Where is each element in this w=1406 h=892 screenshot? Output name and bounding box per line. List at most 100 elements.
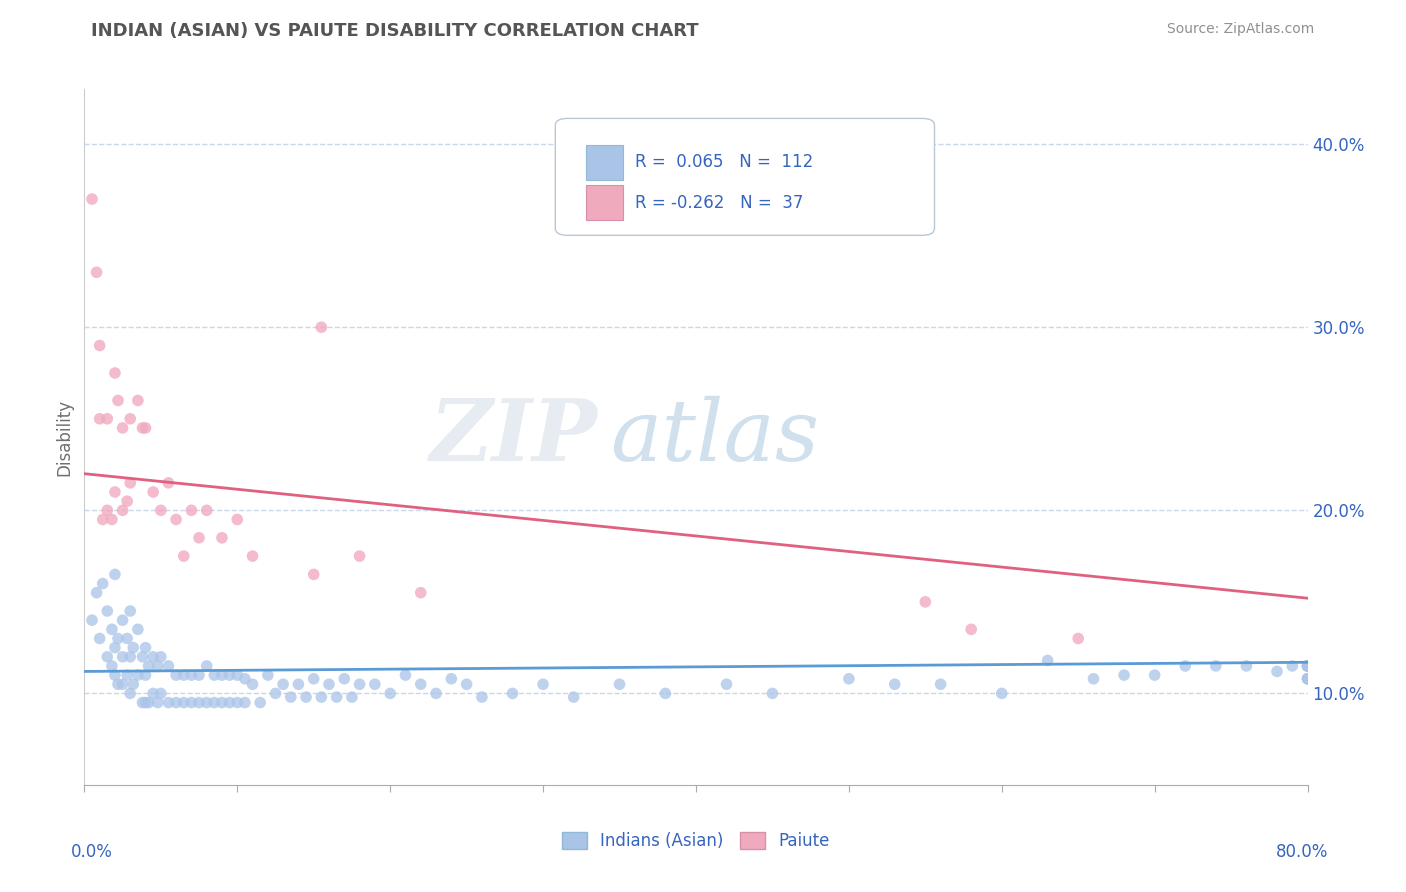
Point — [135, 668, 157, 682]
Point — [1083, 672, 1105, 686]
Point — [165, 668, 187, 682]
Point — [135, 696, 157, 710]
Point — [233, 672, 256, 686]
Point — [138, 696, 160, 710]
Point — [242, 549, 264, 563]
Point — [115, 632, 138, 646]
Point — [107, 393, 129, 408]
Point — [173, 668, 195, 682]
Point — [1036, 653, 1059, 667]
Point — [1296, 672, 1319, 686]
Point — [111, 421, 134, 435]
Point — [562, 690, 585, 704]
Point — [111, 503, 134, 517]
Legend: Indians (Asian), Paiute: Indians (Asian), Paiute — [555, 825, 837, 856]
Point — [471, 690, 494, 704]
Point — [96, 503, 118, 517]
Point — [80, 613, 103, 627]
Point — [226, 512, 249, 526]
Point — [188, 668, 211, 682]
Point — [149, 503, 172, 517]
Point — [96, 649, 118, 664]
Point — [104, 668, 127, 682]
Point — [115, 668, 138, 682]
Point — [120, 686, 142, 700]
Point — [211, 668, 233, 682]
Point — [101, 623, 124, 637]
Point — [188, 696, 211, 710]
Point — [131, 649, 153, 664]
Point — [425, 686, 447, 700]
Text: INDIAN (ASIAN) VS PAIUTE DISABILITY CORRELATION CHART: INDIAN (ASIAN) VS PAIUTE DISABILITY CORR… — [91, 22, 699, 40]
Point — [502, 686, 524, 700]
Point — [249, 696, 271, 710]
Point — [165, 696, 187, 710]
Point — [135, 421, 157, 435]
Point — [101, 659, 124, 673]
Point — [180, 696, 202, 710]
Point — [1296, 659, 1319, 673]
Point — [180, 668, 202, 682]
Text: R = -0.262   N =  37: R = -0.262 N = 37 — [636, 194, 803, 211]
Point — [218, 668, 240, 682]
Text: 80.0%: 80.0% — [1275, 843, 1329, 861]
Point — [101, 512, 124, 526]
Point — [242, 677, 264, 691]
Text: atlas: atlas — [610, 396, 820, 478]
Point — [149, 686, 172, 700]
Point — [1067, 632, 1090, 646]
Point — [157, 696, 180, 710]
Point — [609, 677, 631, 691]
Point — [157, 659, 180, 673]
Point — [165, 512, 187, 526]
Point — [233, 696, 256, 710]
Point — [311, 320, 333, 334]
Point — [349, 677, 371, 691]
Point — [107, 677, 129, 691]
Point — [364, 677, 387, 691]
Point — [127, 623, 149, 637]
Point — [188, 531, 211, 545]
Point — [80, 192, 103, 206]
Point — [146, 696, 169, 710]
Point — [302, 567, 325, 582]
Point — [104, 567, 127, 582]
Point — [1296, 659, 1319, 673]
Point — [138, 659, 160, 673]
Point — [142, 686, 165, 700]
Point — [202, 696, 225, 710]
Point — [960, 623, 983, 637]
FancyBboxPatch shape — [586, 186, 623, 220]
Point — [202, 668, 225, 682]
FancyBboxPatch shape — [555, 119, 935, 235]
Point — [654, 686, 676, 700]
Point — [409, 585, 432, 599]
Point — [287, 677, 309, 691]
Point — [318, 677, 340, 691]
Point — [195, 696, 218, 710]
Point — [104, 640, 127, 655]
Point — [311, 690, 333, 704]
Point — [838, 672, 860, 686]
Point — [295, 690, 318, 704]
Point — [120, 475, 142, 490]
Point — [120, 649, 142, 664]
Point — [120, 604, 142, 618]
Point — [131, 696, 153, 710]
Point — [211, 696, 233, 710]
Point — [1296, 659, 1319, 673]
Point — [280, 690, 302, 704]
Point — [333, 672, 356, 686]
Point — [929, 677, 952, 691]
Point — [531, 677, 554, 691]
Point — [1114, 668, 1136, 682]
Text: R =  0.065   N =  112: R = 0.065 N = 112 — [636, 153, 813, 171]
Point — [264, 686, 287, 700]
Point — [340, 690, 363, 704]
Point — [1174, 659, 1197, 673]
Point — [115, 494, 138, 508]
Point — [226, 696, 249, 710]
Point — [111, 613, 134, 627]
Point — [1265, 665, 1288, 679]
Point — [226, 668, 249, 682]
